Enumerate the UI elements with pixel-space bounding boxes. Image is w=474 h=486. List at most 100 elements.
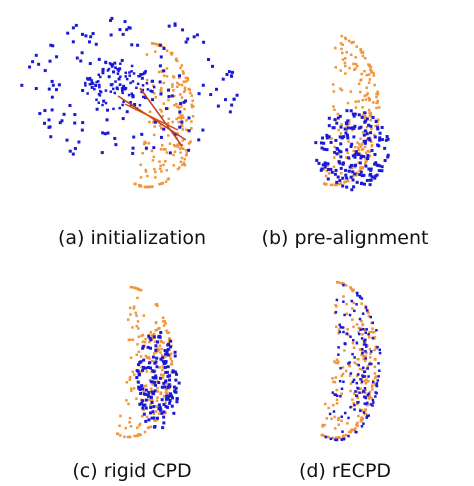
point: [151, 398, 154, 402]
point: [129, 313, 132, 316]
point: [180, 64, 184, 67]
point: [175, 400, 179, 404]
point: [120, 86, 124, 90]
point: [346, 119, 350, 123]
point: [178, 143, 182, 147]
point: [128, 74, 131, 77]
point: [181, 139, 185, 142]
point: [141, 368, 145, 372]
point: [358, 391, 361, 394]
point: [349, 382, 353, 385]
point: [327, 116, 331, 120]
point: [137, 363, 141, 367]
point: [337, 182, 341, 186]
point: [141, 340, 145, 343]
point: [143, 403, 147, 407]
point: [74, 23, 78, 27]
point: [363, 129, 367, 133]
point: [137, 335, 141, 339]
point: [365, 73, 369, 77]
point: [368, 395, 372, 399]
point: [144, 69, 147, 73]
point: [160, 110, 163, 113]
point: [177, 106, 181, 110]
point: [338, 323, 341, 327]
point: [73, 113, 77, 117]
point: [378, 131, 382, 135]
point: [127, 93, 131, 97]
point: [358, 294, 362, 298]
point: [77, 140, 81, 144]
point: [363, 120, 367, 124]
point: [179, 160, 183, 164]
point: [181, 116, 184, 119]
point: [360, 320, 363, 323]
point: [329, 437, 332, 441]
point: [164, 388, 168, 391]
point: [181, 163, 184, 167]
point: [139, 163, 142, 166]
point: [49, 135, 53, 139]
point: [367, 333, 370, 336]
point: [169, 394, 173, 398]
point: [146, 394, 150, 398]
point: [357, 326, 361, 330]
point: [84, 84, 87, 87]
point: [121, 117, 125, 121]
point: [102, 99, 106, 103]
point: [339, 166, 343, 170]
point: [86, 92, 89, 95]
point: [337, 360, 340, 364]
point: [375, 101, 378, 105]
point: [136, 369, 140, 373]
point: [165, 329, 168, 333]
point: [359, 387, 362, 390]
point: [334, 138, 338, 142]
point: [190, 127, 193, 130]
point: [368, 390, 372, 394]
point: [360, 297, 364, 300]
point: [130, 387, 133, 390]
point: [364, 357, 367, 360]
point: [139, 391, 143, 395]
point: [162, 324, 166, 327]
point: [107, 67, 111, 71]
point: [57, 83, 61, 87]
point: [150, 149, 154, 153]
point: [116, 68, 119, 71]
point: [183, 163, 187, 167]
point: [327, 135, 331, 139]
point: [143, 384, 146, 388]
point: [130, 43, 134, 47]
point: [104, 61, 108, 65]
point: [370, 127, 373, 131]
point: [88, 76, 92, 80]
point: [169, 51, 173, 55]
point: [325, 417, 329, 420]
point: [353, 403, 356, 407]
point: [372, 74, 376, 77]
point: [149, 338, 153, 342]
point: [152, 335, 156, 339]
point: [58, 121, 62, 125]
point: [121, 91, 124, 95]
point: [339, 69, 342, 72]
point: [186, 76, 190, 80]
point: [179, 101, 183, 105]
point: [351, 178, 355, 182]
point: [325, 136, 329, 140]
point: [179, 151, 182, 154]
point: [154, 374, 158, 378]
point: [325, 148, 329, 152]
point: [357, 146, 360, 149]
point: [161, 115, 164, 118]
point: [327, 406, 330, 410]
point: [166, 88, 170, 92]
point: [131, 326, 134, 329]
point: [162, 362, 166, 366]
point: [373, 153, 377, 157]
point: [179, 66, 182, 70]
point: [183, 88, 187, 92]
point: [326, 177, 330, 181]
point: [349, 109, 353, 113]
